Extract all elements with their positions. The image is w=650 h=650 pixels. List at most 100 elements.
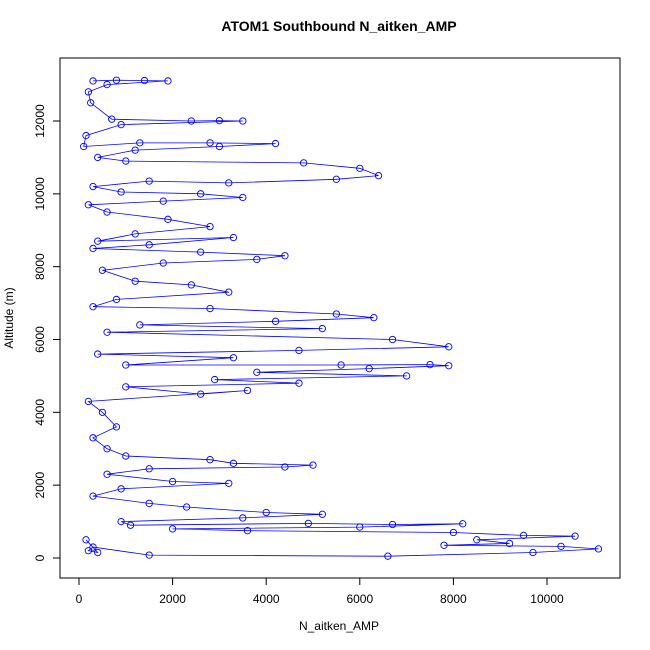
data-point xyxy=(89,77,97,85)
y-tick-label: 0 xyxy=(33,554,47,561)
data-point xyxy=(197,248,205,256)
data-point xyxy=(89,244,97,253)
data-point xyxy=(225,479,233,488)
data-point xyxy=(164,77,172,85)
data-point xyxy=(80,142,88,151)
x-axis-label: N_aitken_AMP xyxy=(299,619,379,633)
data-point xyxy=(82,131,90,140)
data-point xyxy=(388,335,397,344)
data-point xyxy=(206,456,214,464)
data-point xyxy=(206,304,214,313)
y-axis-label: Altitude (m) xyxy=(2,287,16,348)
data-point xyxy=(271,139,280,148)
data-point xyxy=(164,215,172,223)
data-point xyxy=(304,519,312,528)
data-point xyxy=(229,233,238,242)
data-point xyxy=(239,117,247,125)
data-point xyxy=(89,182,97,191)
data-point xyxy=(126,521,135,529)
data-point xyxy=(159,197,167,205)
data-point xyxy=(94,153,102,162)
data-point xyxy=(122,361,130,369)
data-point xyxy=(529,548,537,557)
data-point xyxy=(84,397,93,406)
data-point xyxy=(459,520,467,528)
data-point xyxy=(84,547,93,555)
data-point xyxy=(98,408,107,416)
data-point xyxy=(103,208,111,216)
data-point xyxy=(426,360,434,369)
chart-title: ATOM1 Southbound N_aitken_AMP xyxy=(221,18,456,34)
data-point xyxy=(112,423,121,431)
data-point xyxy=(168,525,177,533)
data-point xyxy=(145,241,153,249)
x-tick-label: 10000 xyxy=(530,592,564,606)
data-point xyxy=(89,434,97,442)
data-point xyxy=(145,465,153,473)
data-point xyxy=(122,452,130,460)
data-point xyxy=(388,520,397,529)
data-point xyxy=(122,383,130,391)
data-point xyxy=(262,508,270,517)
data-point xyxy=(103,445,111,453)
data-point xyxy=(94,237,102,245)
data-point xyxy=(473,536,481,544)
data-point xyxy=(253,368,261,376)
data-point xyxy=(117,517,125,526)
x-tick-label: 8000 xyxy=(440,592,467,606)
x-tick-label: 0 xyxy=(76,592,83,606)
data-point xyxy=(84,88,93,96)
data-point xyxy=(145,177,153,185)
data-point xyxy=(332,310,341,318)
data-point xyxy=(112,295,121,304)
data-point xyxy=(87,99,95,107)
data-point xyxy=(82,536,90,544)
data-point xyxy=(140,76,149,85)
y-tick-label: 10000 xyxy=(33,177,47,211)
data-point xyxy=(215,116,224,125)
data-point xyxy=(136,321,144,329)
data-point xyxy=(182,503,191,511)
data-point xyxy=(136,139,144,147)
data-point xyxy=(94,548,102,557)
data-point xyxy=(187,117,195,125)
data-point xyxy=(243,386,252,395)
data-point xyxy=(215,142,224,151)
data-point xyxy=(225,288,233,296)
data-point xyxy=(332,175,341,183)
data-line xyxy=(83,79,599,557)
data-point xyxy=(197,390,205,398)
data-point xyxy=(84,201,93,209)
data-point xyxy=(271,317,280,325)
data-point xyxy=(168,477,177,486)
data-point xyxy=(131,277,139,285)
data-point xyxy=(89,303,97,311)
data-point xyxy=(295,346,303,355)
data-point xyxy=(187,281,195,289)
data-point xyxy=(159,259,167,267)
data-point xyxy=(318,510,327,518)
data-point xyxy=(239,193,247,202)
data-point xyxy=(281,463,289,471)
data-point xyxy=(211,375,219,384)
data-point xyxy=(112,76,121,84)
data-point xyxy=(122,157,130,165)
data-point xyxy=(197,190,205,198)
x-tick-label: 6000 xyxy=(346,592,373,606)
data-point xyxy=(89,492,97,500)
data-point xyxy=(557,542,565,551)
data-point xyxy=(594,545,603,553)
x-tick-label: 2000 xyxy=(159,592,186,606)
data-point xyxy=(225,179,233,187)
data-point xyxy=(206,139,214,147)
data-point xyxy=(365,364,373,373)
data-point xyxy=(384,552,392,560)
y-tick-label: 2000 xyxy=(33,472,47,499)
data-point xyxy=(299,159,308,167)
data-point xyxy=(103,470,111,478)
data-point xyxy=(145,499,153,508)
data-point xyxy=(108,115,116,123)
data-point xyxy=(374,171,383,180)
